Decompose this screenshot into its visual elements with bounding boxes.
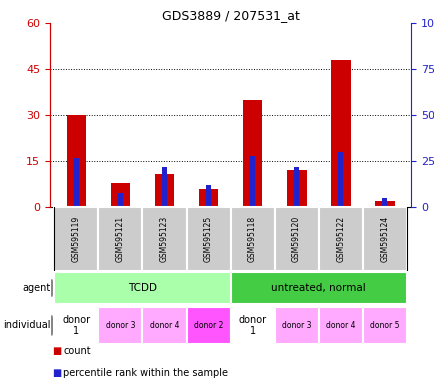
Text: GSM595118: GSM595118 [247,216,256,262]
Bar [142,207,186,271]
Text: agent: agent [23,283,51,293]
Bar [242,100,262,207]
Text: percentile rank within the sample: percentile rank within the sample [63,368,227,378]
Bar [186,207,230,271]
Bar [374,201,394,207]
Text: donor 4: donor 4 [325,321,355,330]
Bar [293,167,299,207]
Bar [330,60,350,207]
Bar [186,307,230,344]
Bar [110,183,130,207]
Text: donor 4: donor 4 [149,321,179,330]
Bar [230,207,274,271]
Text: donor
1: donor 1 [62,314,90,336]
Polygon shape [52,280,54,296]
Text: ■: ■ [52,368,61,378]
Text: GSM595119: GSM595119 [72,216,81,262]
Bar [142,307,186,344]
Bar [274,207,318,271]
Bar [274,307,318,344]
Text: GSM595121: GSM595121 [116,216,125,262]
Bar [205,185,210,207]
Text: ■: ■ [52,346,61,356]
Bar [362,207,406,271]
Text: GSM595120: GSM595120 [291,216,300,262]
Text: GSM595123: GSM595123 [160,216,169,262]
Bar [318,307,362,344]
Text: untreated, normal: untreated, normal [271,283,365,293]
Bar [161,167,167,207]
Bar [98,307,142,344]
Bar [118,193,123,207]
Text: individual: individual [3,320,51,331]
Bar [381,198,386,207]
Text: donor 2: donor 2 [194,321,223,330]
Text: TCDD: TCDD [128,283,157,293]
Text: GSM595125: GSM595125 [204,216,213,262]
Bar [98,207,142,271]
Text: donor 5: donor 5 [369,321,398,330]
Bar [198,189,218,207]
Text: donor
1: donor 1 [238,314,266,336]
Polygon shape [52,315,54,336]
Bar [230,307,274,344]
Bar [362,307,406,344]
Bar [54,273,230,303]
Title: GDS3889 / 207531_at: GDS3889 / 207531_at [161,9,299,22]
Text: GSM595124: GSM595124 [379,216,388,262]
Text: count: count [63,346,91,356]
Bar [230,273,406,303]
Bar [74,157,79,207]
Bar [54,307,98,344]
Bar [286,170,306,207]
Bar [337,152,342,207]
Bar [66,115,86,207]
Bar [54,207,98,271]
Bar [154,174,174,207]
Text: donor 3: donor 3 [281,321,311,330]
Text: donor 3: donor 3 [105,321,135,330]
Bar [250,156,255,207]
Bar [318,207,362,271]
Text: GSM595122: GSM595122 [335,216,344,262]
